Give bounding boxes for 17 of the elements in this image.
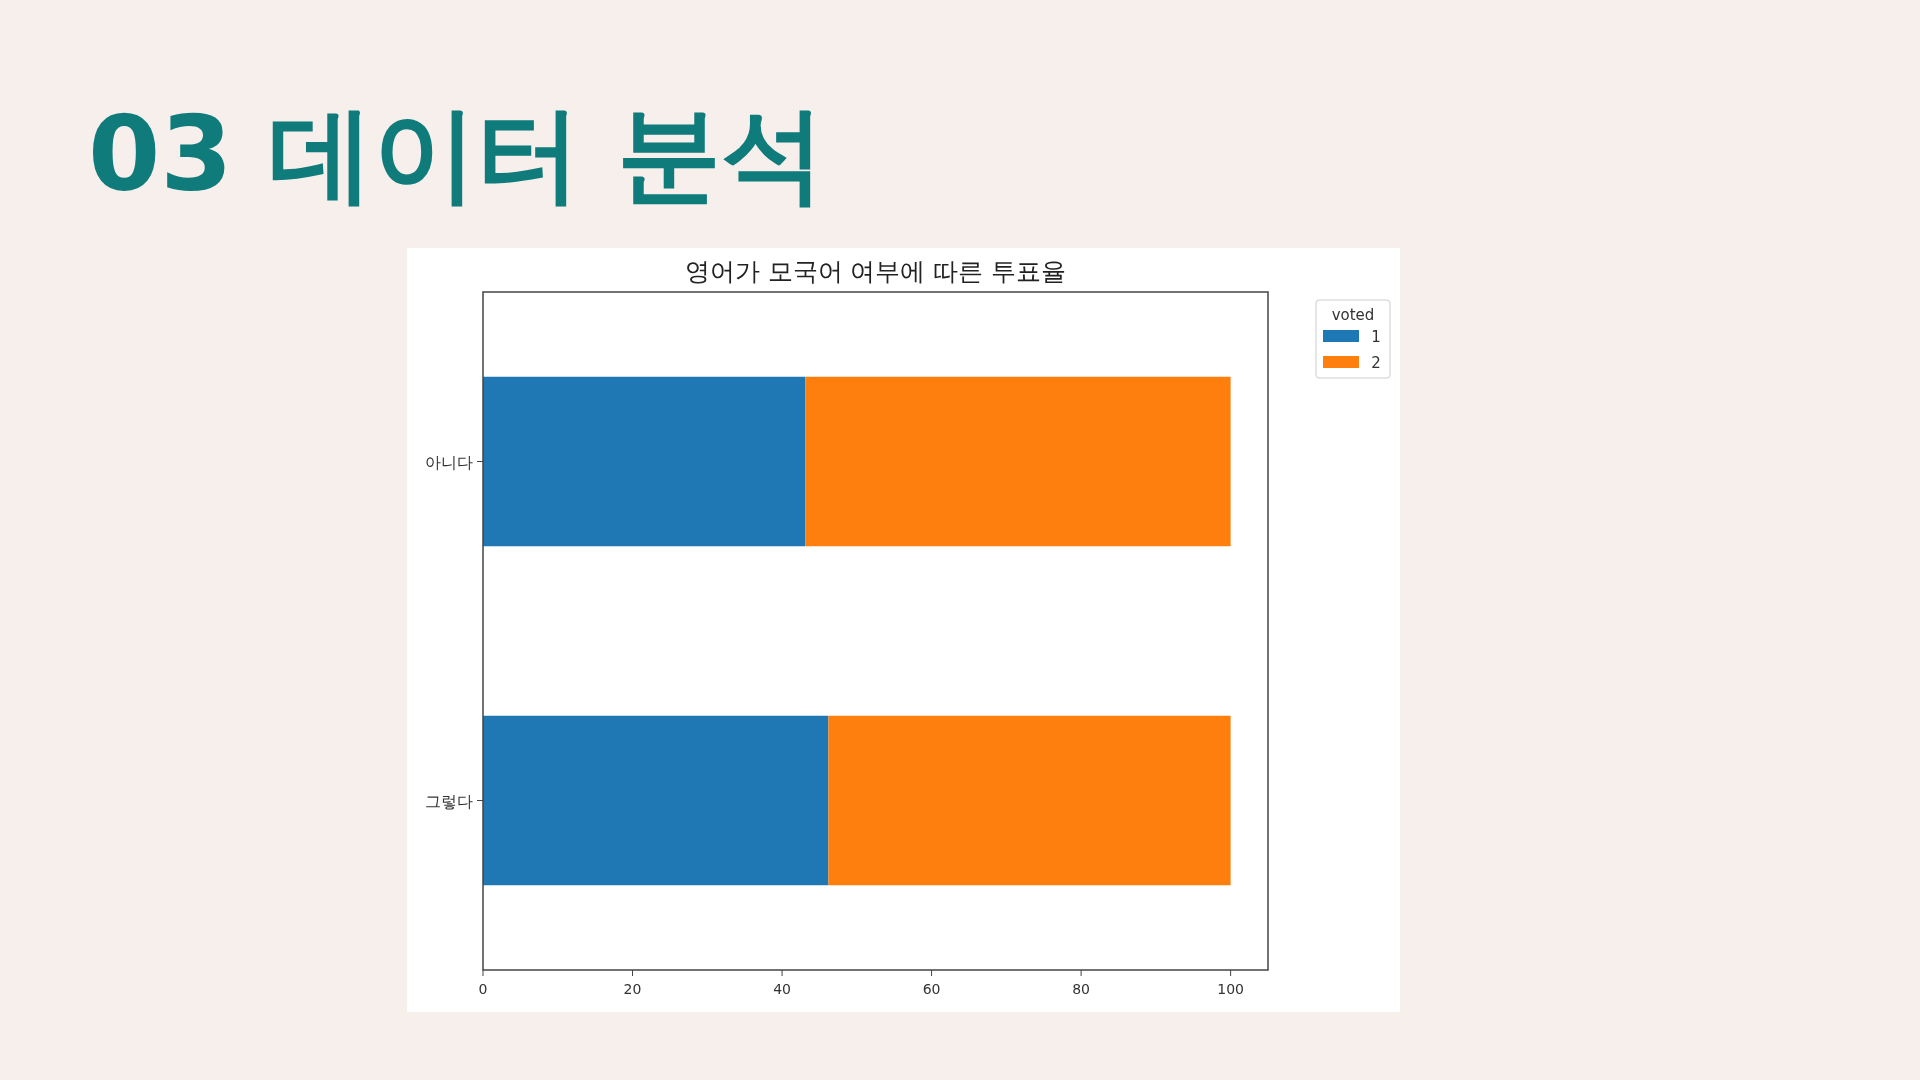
bar bbox=[483, 715, 829, 886]
x-tick-label: 80 bbox=[1072, 981, 1091, 997]
bar bbox=[828, 715, 1231, 886]
chart-title: 03 데이터 분석 bbox=[88, 93, 826, 215]
x-tick-label: 0 bbox=[478, 981, 488, 997]
bar bbox=[483, 376, 806, 547]
legend-label: 2 bbox=[1371, 354, 1381, 372]
legend-label: 1 bbox=[1371, 328, 1381, 346]
chart-subtitle: 영어가 모국어 여부에 따른 투표율 bbox=[684, 257, 1067, 286]
x-tick-label: 40 bbox=[773, 981, 791, 997]
legend-title: voted bbox=[1331, 306, 1375, 324]
y-tick-label: 아니다 bbox=[425, 452, 473, 472]
y-tick-label: 그렇다 bbox=[425, 791, 473, 811]
x-tick-label: 60 bbox=[922, 981, 941, 997]
bar bbox=[805, 376, 1231, 547]
x-tick-label: 100 bbox=[1217, 981, 1244, 997]
x-tick-label: 20 bbox=[623, 981, 642, 997]
